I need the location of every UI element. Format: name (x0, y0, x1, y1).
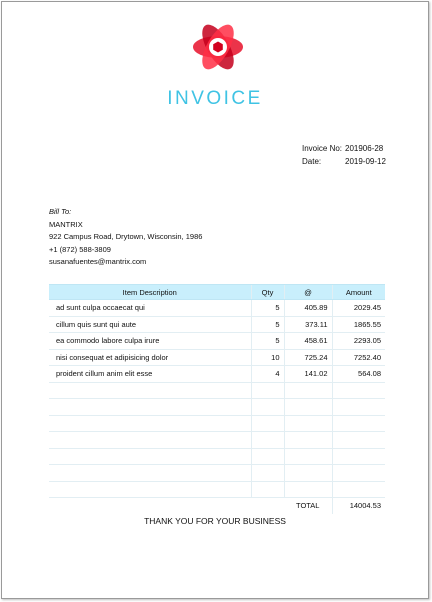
item-unit-price: 405.89 (283, 299, 332, 317)
item-qty: 4 (250, 365, 284, 383)
table-row: ad sunt culpa occaecat qui 5 405.89 2029… (49, 299, 385, 317)
empty-cell (331, 382, 385, 399)
table-header-row: Item Description Qty @ Amount (49, 284, 385, 300)
empty-cell (283, 382, 332, 399)
total-spacer (251, 498, 284, 514)
empty-cell (250, 481, 284, 498)
header-amount: Amount (331, 284, 385, 300)
empty-cell (283, 464, 332, 482)
total-spacer (49, 498, 251, 514)
item-unit-price: 725.24 (283, 349, 332, 366)
item-unit-price: 373.11 (283, 316, 332, 333)
empty-row (49, 382, 385, 399)
atom-logo-icon (193, 24, 243, 70)
empty-row (49, 448, 385, 465)
empty-row (49, 431, 385, 449)
client-phone: +1 (872) 588-3809 (49, 244, 111, 254)
invoice-no-label: Invoice No: (302, 144, 343, 153)
table-row: proident cillum anim elit esse 4 141.02 … (49, 365, 385, 383)
empty-cell (49, 398, 251, 416)
item-amount: 2029.45 (331, 299, 385, 317)
empty-row (49, 415, 385, 432)
header-item-description: Item Description (49, 284, 251, 300)
item-amount: 1865.55 (331, 316, 385, 333)
item-description: ea commodo labore culpa irure (49, 332, 251, 350)
empty-cell (49, 448, 251, 465)
client-email: susanafuentes@mantrix.com (49, 256, 147, 266)
table-row: cillum quis sunt qui aute 5 373.11 1865.… (49, 316, 385, 333)
table-row: ea commodo labore culpa irure 5 458.61 2… (49, 332, 385, 350)
empty-cell (49, 431, 251, 449)
empty-cell (250, 431, 284, 449)
item-description: nisi consequat et adipisicing dolor (49, 349, 251, 366)
invoice-no-value: 201906-28 (345, 144, 384, 153)
bill-to-label: Bill To: (49, 207, 72, 216)
empty-cell (331, 464, 385, 482)
empty-cell (283, 415, 332, 432)
item-amount: 7252.40 (331, 349, 385, 366)
item-unit-price: 141.02 (283, 365, 332, 383)
header-unit-price: @ (283, 284, 332, 300)
header-qty: Qty (250, 284, 284, 300)
empty-cell (331, 431, 385, 449)
empty-cell (250, 415, 284, 432)
items-table: Item Description Qty @ Amount ad sunt cu… (49, 284, 385, 514)
item-qty: 10 (250, 349, 284, 366)
total-row: TOTAL 14004.53 (49, 497, 385, 514)
empty-cell (250, 464, 284, 482)
empty-row (49, 481, 385, 498)
item-amount: 2293.05 (331, 332, 385, 350)
item-qty: 5 (250, 299, 284, 317)
empty-cell (250, 398, 284, 416)
empty-cell (49, 415, 251, 432)
item-unit-price: 458.61 (283, 332, 332, 350)
thank-you-message: THANK YOU FOR YOUR BUSINESS (144, 516, 286, 526)
empty-cell (250, 382, 284, 399)
item-description: ad sunt culpa occaecat qui (49, 299, 251, 317)
client-name: MANTRIX (49, 220, 83, 229)
empty-cell (250, 448, 284, 465)
empty-row (49, 464, 385, 482)
item-amount: 564.08 (331, 365, 385, 383)
empty-cell (49, 481, 251, 498)
total-label: TOTAL (296, 501, 320, 511)
empty-cell (283, 448, 332, 465)
empty-row (49, 398, 385, 416)
empty-cell (331, 415, 385, 432)
empty-cell (49, 464, 251, 482)
empty-cell (331, 481, 385, 498)
bill-to-block: MANTRIX 922 Campus Road, Drytown, Wiscon… (49, 219, 202, 268)
date-label: Date: (302, 157, 322, 166)
empty-cell (331, 398, 385, 416)
empty-cell (49, 382, 251, 399)
item-qty: 5 (250, 316, 284, 333)
table-row: nisi consequat et adipisicing dolor 10 7… (49, 349, 385, 366)
total-value: 14004.53 (331, 497, 385, 514)
item-description: cillum quis sunt qui aute (49, 316, 251, 333)
item-description: proident cillum anim elit esse (49, 365, 251, 383)
date-value: 2019-09-12 (345, 157, 386, 166)
empty-cell (283, 481, 332, 498)
invoice-title: INVOICE (167, 88, 263, 109)
empty-cell (331, 448, 385, 465)
empty-cell (283, 398, 332, 416)
item-qty: 5 (250, 332, 284, 350)
invoice-meta: Invoice No: 201906-28 Date: 2019-09-12 (302, 142, 386, 168)
client-address: 922 Campus Road, Drytown, Wisconsin, 198… (49, 232, 203, 242)
empty-cell (283, 431, 332, 449)
